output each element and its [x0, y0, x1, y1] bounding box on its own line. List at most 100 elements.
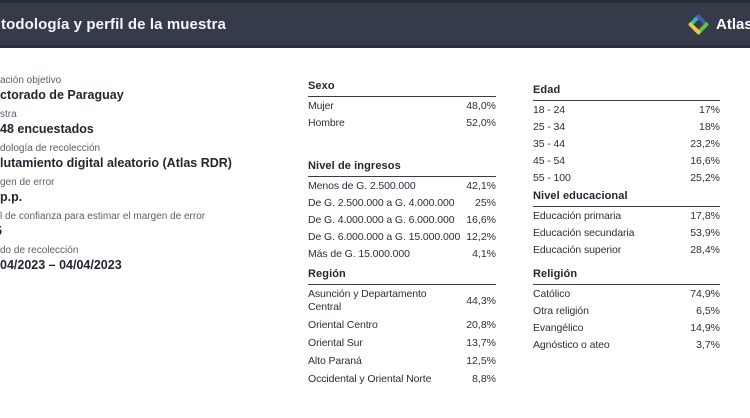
profile-item: ación objetivo ctorado de Paraguay: [0, 74, 300, 103]
row-label: De G. 6.000.000 a G. 15.000.000: [308, 230, 461, 243]
row-value: 17,8%: [690, 209, 720, 222]
row-label: Educación primaria: [533, 209, 622, 222]
profile-item-label: stra: [0, 109, 17, 120]
table-title: Religión: [533, 268, 720, 285]
table-row: Educación superior 28,4%: [533, 241, 720, 258]
page-title: todología y perfil de la muestra: [1, 15, 226, 33]
table-row: Agnóstico o ateo 3,7%: [533, 336, 720, 353]
table-row: Asunción y Departamento Central 44,3%: [308, 285, 496, 316]
row-label: Menos de G. 2.500.000: [308, 179, 416, 192]
row-label: Evangélico: [533, 321, 584, 334]
row-label: Oriental Centro: [308, 318, 378, 331]
table-row: 18 - 24 17%: [533, 101, 720, 118]
table-row: Educación primaria 17,8%: [533, 207, 720, 224]
profile-item: l de confianza para estimar el margen de…: [0, 210, 300, 239]
sexo-table: Sexo Mujer 48,0% Hombre 52,0%: [308, 80, 496, 131]
row-label: 18 - 24: [533, 103, 565, 116]
row-value: 12,5%: [466, 355, 496, 367]
table-title: Región: [308, 268, 496, 285]
row-value: 14,9%: [690, 321, 720, 334]
row-value: 8,8%: [472, 373, 496, 385]
table-row: De G. 4.000.000 a G. 6.000.000 16,6%: [308, 211, 496, 228]
table-row: Otra religión 6,5%: [533, 302, 720, 319]
table-row: Alto Paraná 12,5%: [308, 352, 496, 370]
table-row: De G. 6.000.000 a G. 15.000.000 12,2%: [308, 228, 496, 245]
profile-item-value: 04/2023 – 04/04/2023: [0, 258, 122, 272]
table-row: 45 - 54 16,6%: [533, 152, 720, 169]
brand-logo: AtlasI: [688, 3, 750, 45]
row-value: 48,0%: [466, 99, 496, 112]
table-row: Evangélico 14,9%: [533, 319, 720, 336]
row-value: 4,1%: [472, 247, 496, 260]
profile-item-value: 48 encuestados: [0, 122, 94, 136]
row-label: Otra religión: [533, 304, 589, 317]
region-table: Región Asunción y Departamento Central 44,…: [308, 268, 496, 388]
profile-item-label: do de recolección: [0, 245, 79, 256]
profile-item-label: l de confianza para estimar el margen de…: [0, 211, 206, 222]
table-row: Oriental Centro 20,8%: [308, 316, 496, 334]
row-label: De G. 4.000.000 a G. 6.000.000: [308, 213, 455, 226]
row-label: 35 - 44: [533, 137, 565, 150]
table-row: Mujer 48,0%: [308, 97, 496, 114]
row-value: 3,7%: [696, 338, 720, 351]
row-label: Occidental y Oriental Norte: [308, 372, 432, 385]
row-label: Educación superior: [533, 243, 622, 256]
row-value: 16,6%: [466, 213, 496, 226]
profile-item-label: ación objetivo: [0, 75, 62, 86]
row-value: 53,9%: [690, 226, 720, 239]
religion-table: Religión Católico 74,9% Otra religión 6,5% Ev…: [533, 268, 720, 353]
row-value: 42,1%: [466, 179, 496, 192]
row-value: 20,8%: [466, 319, 496, 331]
table-row: 55 - 100 25,2%: [533, 169, 720, 186]
brand-name: AtlasI: [716, 15, 750, 33]
row-value: 25%: [474, 196, 496, 209]
row-value: 74,9%: [690, 287, 720, 300]
row-label: 25 - 34: [533, 120, 565, 133]
table-row: Menos de G. 2.500.000 42,1%: [308, 177, 496, 194]
table-row: De G. 2.500.000 a G. 4.000.000 25%: [308, 194, 496, 211]
row-label: Mujer: [308, 99, 334, 112]
profile-item: do de recolección 04/2023 – 04/04/2023: [0, 244, 300, 273]
row-value: 6,5%: [696, 304, 720, 317]
profile-item-label: dología de recolección: [0, 143, 101, 154]
profile-item-value: p.p.: [0, 190, 23, 204]
row-value: 13,7%: [466, 337, 496, 349]
profile-item: stra 48 encuestados: [0, 108, 300, 137]
row-label: 55 - 100: [533, 171, 571, 184]
table-row: Occidental y Oriental Norte 8,8%: [308, 370, 496, 388]
row-value: 25,2%: [690, 171, 720, 184]
row-label: De G. 2.500.000 a G. 4.000.000: [308, 196, 455, 209]
table-row: Hombre 52,0%: [308, 114, 496, 131]
profile-item-value: 5: [0, 223, 5, 239]
row-value: 44,3%: [466, 294, 496, 307]
row-value: 52,0%: [466, 116, 496, 129]
header-bar: todología y perfil de la muestra AtlasI: [0, 0, 750, 48]
row-value: 17%: [698, 103, 720, 116]
row-label: Asunción y Departamento Central: [308, 287, 427, 313]
profile-item: dología de recolección lutamiento digita…: [0, 142, 300, 171]
row-label: Alto Paraná: [308, 354, 362, 367]
row-value: 12,2%: [466, 230, 496, 243]
diamond-icon: [688, 14, 709, 35]
table-title: Nivel educacional: [533, 190, 720, 207]
edad-table: Edad 18 - 24 17% 25 - 34 18% 35 - 44 23,2% 45 -…: [533, 84, 720, 186]
profile-column: ación objetivo ctorado de Paraguay stra …: [0, 74, 300, 278]
table-row: 35 - 44 23,2%: [533, 135, 720, 152]
row-label: Oriental Sur: [308, 336, 363, 349]
table-title: Sexo: [308, 80, 496, 97]
row-value: 28,4%: [690, 243, 720, 256]
profile-item-label: gen de error: [0, 177, 55, 188]
profile-item-value: ctorado de Paraguay: [0, 88, 124, 102]
row-value: 18%: [698, 120, 720, 133]
nivel-educacional-table: Nivel educacional Educación primaria 17,8%…: [533, 190, 720, 258]
table-title: Nivel de ingresos: [308, 160, 496, 177]
row-label: Hombre: [308, 116, 345, 129]
row-value: 23,2%: [690, 137, 720, 150]
table-row: 25 - 34 18%: [533, 118, 720, 135]
table-title: Edad: [533, 84, 720, 101]
profile-item-value: lutamiento digital aleatorio (Atlas RDR): [0, 156, 232, 170]
table-row: Católico 74,9%: [533, 285, 720, 302]
row-label: Agnóstico o ateo: [533, 338, 610, 351]
table-row: Oriental Sur 13,7%: [308, 334, 496, 352]
